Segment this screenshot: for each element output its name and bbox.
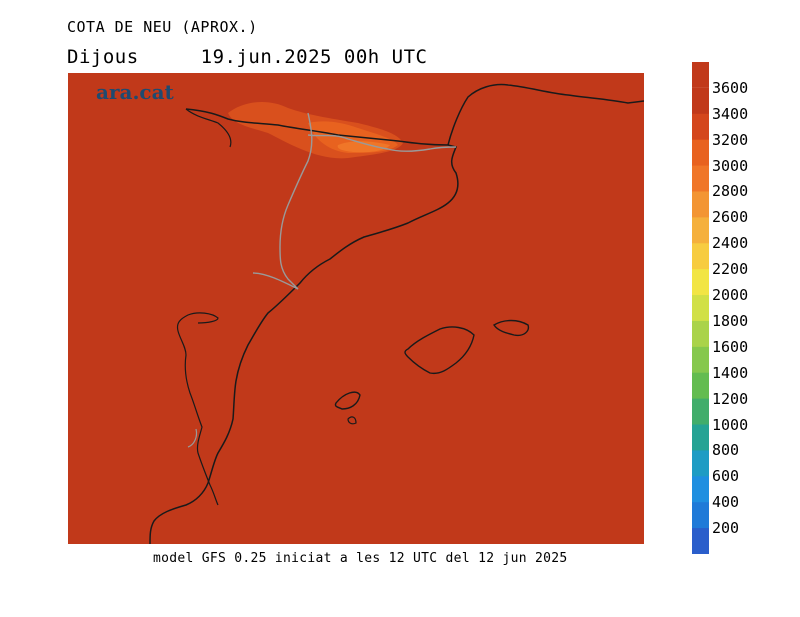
legend-band [692, 191, 709, 218]
legend-tick-label: 400 [712, 493, 740, 512]
legend-band [692, 243, 709, 270]
coast-west [176, 312, 219, 506]
legend-tick-label: 1600 [712, 337, 749, 356]
pyrenees-zone-inner [337, 141, 390, 153]
forecast-datetime: 19.jun.2025 00h UTC [200, 46, 428, 68]
legend-band [692, 113, 709, 141]
legend-tick-label: 2200 [712, 260, 749, 279]
legend-tick-label: 1000 [712, 415, 749, 434]
legend-tick-label: 2800 [712, 182, 749, 201]
legend-band [692, 372, 709, 400]
legend-band [692, 139, 709, 167]
legend-tick-label: 2000 [712, 286, 749, 305]
menorca-island [493, 319, 530, 337]
legend-band [692, 87, 709, 115]
coastline-north-east [447, 83, 644, 146]
legend-band [692, 295, 709, 322]
legend-tick-label: 1800 [712, 311, 749, 330]
legend-band [692, 476, 709, 503]
legend-band [692, 502, 709, 529]
model-info: model GFS 0.25 iniciat a les 12 UTC del … [153, 551, 568, 566]
legend-band [692, 217, 709, 244]
legend-band [692, 346, 709, 374]
mallorca-island [404, 326, 475, 375]
legend-band [692, 165, 709, 192]
map-title: COTA DE NEU (APROX.) [67, 18, 258, 36]
regional-border [252, 112, 313, 290]
legend-band [692, 424, 709, 451]
forecast-day: Dijous [67, 46, 139, 68]
legend-tick-label: 1200 [712, 389, 749, 408]
legend-tick-label: 800 [712, 441, 740, 460]
legend-tick-label: 2400 [712, 234, 749, 253]
legend-tick-label: 3000 [712, 156, 749, 175]
ara-cat-logo: ara.cat [96, 80, 174, 104]
legend-tick-label: 600 [712, 467, 740, 486]
legend-tick-label: 1400 [712, 363, 749, 382]
legend-tick-label: 3600 [712, 78, 749, 97]
legend-tick-label: 2600 [712, 208, 749, 227]
pyrenees-border [307, 134, 457, 152]
legend-band [692, 320, 709, 348]
coastline [149, 108, 459, 544]
formentera-island [347, 416, 357, 425]
forecast-date: Dijous 19.jun.2025 00h UTC [67, 46, 427, 68]
color-scale-bar [692, 62, 709, 554]
ibiza-island [334, 391, 361, 410]
legend-tick-label: 3400 [712, 104, 749, 123]
legend-band [692, 450, 709, 477]
snow-level-map [68, 73, 644, 544]
legend-band [692, 528, 709, 554]
legend-band [692, 398, 709, 426]
inland-outline [185, 108, 232, 148]
west-border [187, 428, 198, 448]
legend-band [692, 62, 709, 88]
color-scale-labels: 3600 3400 3200 3000 2800 2600 2400 2200 2000 1800… [712, 62, 772, 554]
legend-tick-label: 3200 [712, 130, 749, 149]
legend-tick-label: 200 [712, 519, 740, 538]
legend-band [692, 269, 709, 296]
